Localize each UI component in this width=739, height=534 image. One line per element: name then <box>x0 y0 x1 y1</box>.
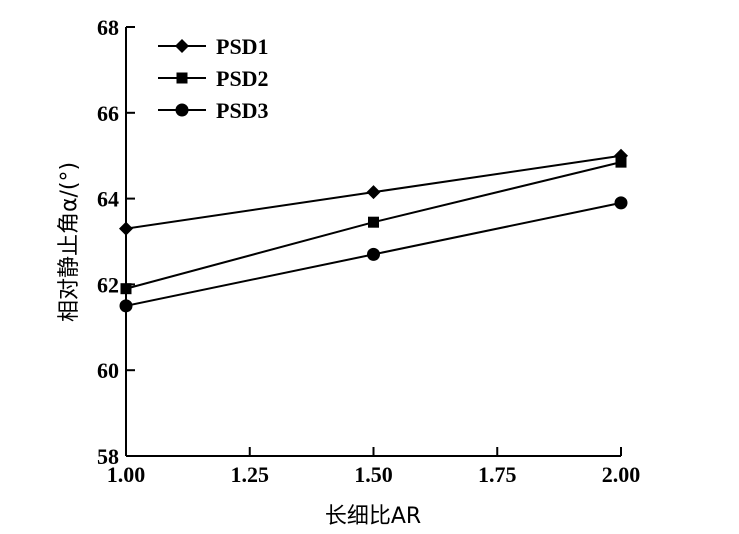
legend-marker <box>176 72 188 84</box>
axes: 58 60 62 64 66 68 1.00 1.25 1.50 1.75 2.00 <box>97 15 640 487</box>
legend-marker <box>175 103 189 117</box>
legend-item-psd2: PSD2 <box>158 66 269 91</box>
legend-label: PSD1 <box>216 34 269 59</box>
x-tick-label: 1.50 <box>354 462 393 487</box>
y-tick-label: 64 <box>97 187 119 212</box>
legend-label: PSD3 <box>216 98 269 123</box>
y-tick-label: 58 <box>97 444 119 469</box>
y-tick-label: 60 <box>97 358 119 383</box>
legend: PSD1 PSD2 PSD3 <box>158 34 269 123</box>
x-tick-label: 2.00 <box>602 462 641 487</box>
data-point <box>614 196 628 210</box>
legend-item-psd1: PSD1 <box>158 34 269 59</box>
y-tick-label: 66 <box>97 101 119 126</box>
data-point <box>119 299 133 313</box>
series-psd3 <box>119 196 628 313</box>
y-axis-label: 相对静止角α/(°) <box>57 162 82 322</box>
x-axis-label: 长细比AR <box>325 504 421 529</box>
series-psd1 <box>119 148 628 236</box>
series-psd2 <box>120 156 627 295</box>
legend-item-psd3: PSD3 <box>158 98 269 123</box>
data-point <box>119 221 133 236</box>
data-point <box>368 216 379 228</box>
data-point <box>367 247 380 261</box>
data-point <box>366 185 381 200</box>
x-tick-label: 1.25 <box>231 462 270 487</box>
data-point <box>120 283 132 295</box>
y-tick-label: 62 <box>97 272 119 297</box>
x-tick-label: 1.00 <box>107 462 146 487</box>
legend-marker <box>175 39 189 53</box>
series-layer <box>119 148 628 313</box>
y-tick-label: 68 <box>97 15 119 40</box>
legend-label: PSD2 <box>216 66 269 91</box>
data-point <box>615 156 627 168</box>
x-tick-label: 1.75 <box>478 462 517 487</box>
